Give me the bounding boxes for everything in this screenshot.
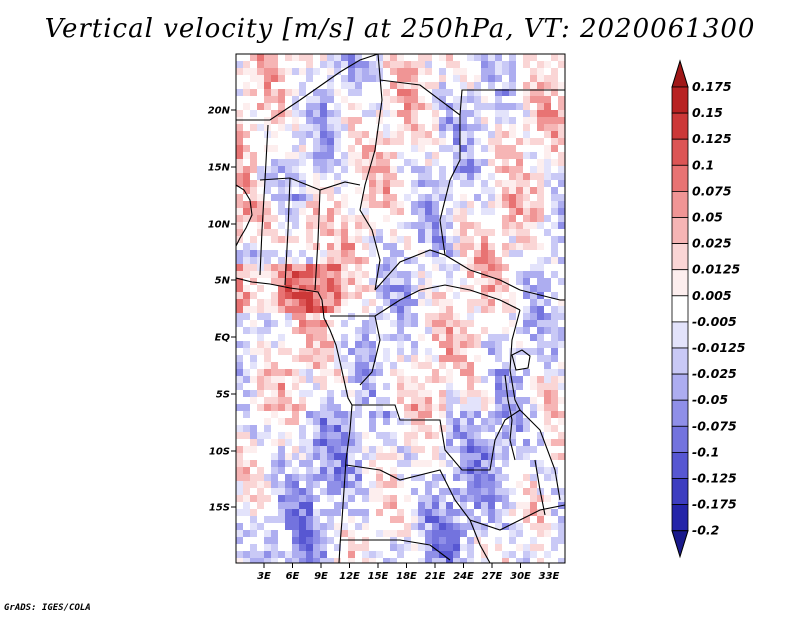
coastline-gulf-of-guinea (236, 277, 353, 406)
colorbar-label: 0.025 (692, 236, 732, 251)
colorbar-bin (671, 399, 689, 427)
map-frame (235, 53, 566, 564)
colorbar-label: -0.025 (692, 366, 737, 381)
grads-credit: GrADS: IGES/COLA (4, 603, 91, 613)
colorbar-label: -0.1 (692, 444, 719, 459)
lon-label: 12E (339, 571, 360, 582)
colorbar-label: -0.2 (692, 523, 719, 538)
colorbar-bottom-arrow (671, 530, 689, 559)
colorbar-label: -0.175 (692, 497, 737, 512)
colorbar-bin (671, 112, 689, 140)
border-angola-zambia (345, 464, 565, 531)
border-drc-south (352, 404, 521, 471)
lon-label: 21E (425, 571, 446, 582)
lat-label: 15N (208, 163, 231, 174)
lake-tanganyika (504, 374, 516, 461)
coastline-southwest (338, 404, 353, 563)
border-east-africa (509, 289, 565, 501)
latitude-axis: 20N 15N 10N 5N EQ 5S 10S 15S (208, 106, 236, 514)
colorbar-label: 0.175 (692, 79, 732, 94)
colorbar-bin (671, 164, 689, 192)
lon-label: 27E (482, 571, 503, 582)
lat-label: 15S (209, 503, 230, 514)
colorbar-label: 0.005 (692, 288, 732, 303)
border-southern (340, 519, 491, 563)
colorbar-bin (671, 295, 689, 323)
lat-label: 10S (209, 447, 230, 458)
colorbar-bin (671, 243, 689, 271)
colorbar-label: -0.075 (692, 418, 737, 433)
colorbar-bin (671, 347, 689, 375)
lake-victoria (511, 349, 531, 371)
lon-label: 33E (539, 571, 560, 582)
lon-label: 24E (453, 571, 474, 582)
border-congo (330, 284, 521, 386)
colorbar-bin (671, 504, 689, 532)
colorbar-label: 0.15 (692, 105, 723, 120)
lon-label: 18E (396, 571, 417, 582)
colorbar-label: -0.125 (692, 471, 737, 486)
colorbar-label: -0.005 (692, 314, 737, 329)
colorbar-label: 0.05 (692, 210, 723, 225)
border-west-africa-inner (259, 124, 321, 291)
border-car (374, 249, 446, 291)
colorbar-bin (671, 451, 689, 479)
chart-title: Vertical velocity [m/s] at 250hPa, VT: 2… (44, 14, 756, 44)
colorbar-bin (671, 190, 689, 218)
lon-label: 30E (510, 571, 531, 582)
coastline-west (236, 184, 253, 247)
colorbar-label: 0.0125 (692, 262, 741, 277)
colorbar-label: 0.125 (692, 131, 732, 146)
lat-label: 5S (216, 390, 230, 401)
border-chad-sudan (379, 79, 521, 291)
colorbar-bin (671, 425, 689, 453)
lon-label: 6E (286, 571, 300, 582)
colorbar-bin (671, 269, 689, 297)
colorbar-bin (671, 373, 689, 401)
border-central (359, 54, 383, 291)
border-sahel-north (236, 54, 379, 121)
border-north-east (459, 89, 565, 116)
colorbar-label: -0.0125 (692, 340, 746, 355)
lat-label: 5N (215, 276, 231, 287)
colorbar-bin (671, 138, 689, 166)
lake-malawi (534, 459, 546, 516)
longitude-axis: 3E 6E 9E 12E 15E 18E 21E 24E 27E 30E 33E (257, 563, 560, 582)
colorbar-label: 0.1 (692, 157, 714, 172)
country-borders (236, 54, 565, 563)
colorbar: 0.175 0.15 0.125 0.1 0.075 0.05 0.025 0.0125 0.0… (671, 59, 746, 559)
lat-label: 10N (208, 220, 231, 231)
colorbar-label: -0.05 (692, 392, 728, 407)
velocity-field (236, 54, 565, 563)
colorbar-bin (671, 478, 689, 506)
lon-label: 15E (368, 571, 389, 582)
colorbar-top-arrow (671, 59, 689, 88)
colorbar-label: 0.075 (692, 183, 732, 198)
lat-label: EQ (215, 333, 231, 344)
lat-label: 20N (208, 106, 231, 117)
colorbar-bin (671, 217, 689, 245)
lon-label: 9E (314, 571, 328, 582)
colorbar-bin (671, 321, 689, 349)
colorbar-bin (671, 86, 689, 114)
lon-label: 3E (257, 571, 271, 582)
